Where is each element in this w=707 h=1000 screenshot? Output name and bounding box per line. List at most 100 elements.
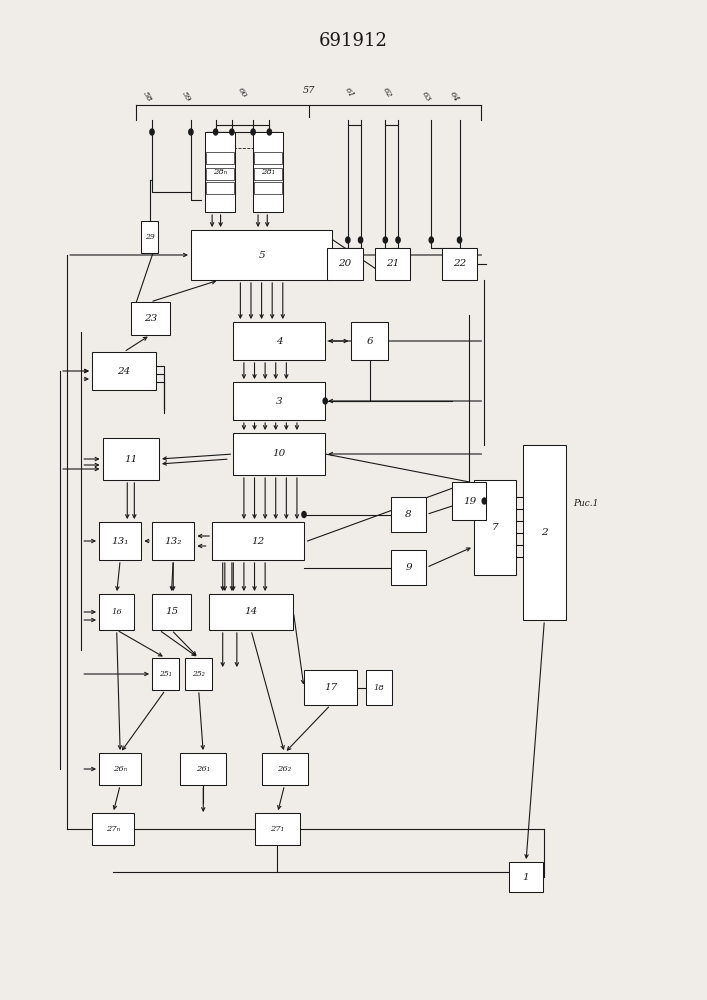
Text: 57: 57: [303, 86, 315, 95]
Text: 63: 63: [420, 90, 433, 103]
Circle shape: [457, 237, 462, 243]
Text: 26₁: 26₁: [197, 765, 210, 773]
Text: 10: 10: [273, 450, 286, 458]
Text: 25₂: 25₂: [192, 670, 205, 678]
Bar: [209, 594, 293, 630]
Circle shape: [267, 129, 271, 135]
Text: 26₂: 26₂: [278, 765, 291, 773]
Text: 28₁: 28₁: [261, 168, 275, 176]
Bar: [206, 152, 234, 164]
Circle shape: [251, 129, 255, 135]
Bar: [233, 382, 325, 420]
Text: 62: 62: [381, 86, 394, 99]
Text: 16: 16: [111, 608, 122, 616]
Text: 3: 3: [276, 396, 283, 406]
Bar: [233, 322, 325, 360]
Bar: [141, 221, 158, 253]
Text: 8: 8: [405, 510, 412, 519]
Text: 9: 9: [405, 563, 412, 572]
Text: 29: 29: [145, 233, 155, 241]
Circle shape: [358, 237, 363, 243]
Text: 17: 17: [324, 683, 337, 692]
Bar: [152, 658, 179, 690]
Bar: [205, 132, 235, 212]
Bar: [523, 445, 566, 620]
Bar: [366, 670, 392, 705]
Bar: [103, 438, 159, 480]
Bar: [452, 482, 486, 520]
Bar: [212, 522, 304, 560]
Bar: [253, 132, 283, 212]
Text: 19: 19: [463, 496, 476, 506]
Bar: [99, 753, 141, 785]
Text: 6: 6: [366, 336, 373, 346]
Text: 24: 24: [117, 366, 130, 375]
Circle shape: [482, 498, 486, 504]
Bar: [509, 862, 543, 892]
Text: 5: 5: [258, 250, 265, 259]
Bar: [152, 522, 194, 560]
Bar: [191, 230, 332, 280]
Bar: [206, 182, 234, 194]
Text: 27₁: 27₁: [271, 825, 284, 833]
Bar: [180, 753, 226, 785]
Text: 12: 12: [252, 536, 264, 546]
Bar: [254, 182, 282, 194]
Bar: [99, 522, 141, 560]
Text: 4: 4: [276, 336, 283, 346]
Bar: [255, 813, 300, 845]
Bar: [375, 248, 410, 280]
Circle shape: [214, 129, 218, 135]
Text: 2: 2: [541, 528, 548, 537]
Circle shape: [230, 129, 234, 135]
Circle shape: [323, 398, 327, 404]
Text: 13₂: 13₂: [165, 536, 182, 546]
Bar: [206, 168, 234, 180]
Text: 64: 64: [448, 90, 461, 103]
Text: 27ₙ: 27ₙ: [106, 825, 120, 833]
Bar: [131, 302, 170, 335]
Bar: [304, 670, 357, 705]
Bar: [262, 753, 308, 785]
Circle shape: [346, 237, 350, 243]
Text: 20: 20: [339, 259, 351, 268]
Text: 7: 7: [491, 523, 498, 532]
Text: Рис.1: Рис.1: [573, 498, 598, 508]
Circle shape: [383, 237, 387, 243]
Circle shape: [429, 237, 433, 243]
Circle shape: [396, 237, 400, 243]
Bar: [442, 248, 477, 280]
Text: 26ₙ: 26ₙ: [113, 765, 127, 773]
Bar: [391, 497, 426, 532]
Bar: [254, 168, 282, 180]
Text: 59: 59: [180, 90, 192, 103]
Bar: [233, 433, 325, 475]
Text: 23: 23: [144, 314, 157, 323]
Bar: [254, 152, 282, 164]
Text: 25₁: 25₁: [159, 670, 172, 678]
Text: 691912: 691912: [319, 32, 388, 50]
Circle shape: [302, 511, 306, 518]
Bar: [99, 594, 134, 630]
Text: 1: 1: [522, 872, 530, 882]
Text: 11: 11: [124, 454, 137, 464]
Bar: [474, 480, 516, 575]
Bar: [327, 248, 363, 280]
Bar: [351, 322, 388, 360]
Text: 21: 21: [386, 259, 399, 268]
Circle shape: [150, 129, 154, 135]
Bar: [391, 550, 426, 585]
Text: 60: 60: [236, 86, 249, 99]
Circle shape: [189, 129, 193, 135]
Bar: [185, 658, 212, 690]
Bar: [152, 594, 191, 630]
Bar: [92, 352, 156, 390]
Text: 15: 15: [165, 607, 178, 616]
Text: 58: 58: [141, 90, 153, 103]
Text: 18: 18: [373, 684, 385, 692]
Text: 28ₙ: 28ₙ: [213, 168, 227, 176]
Text: 22: 22: [453, 259, 466, 268]
Text: 61: 61: [343, 86, 356, 99]
Bar: [92, 813, 134, 845]
Text: 13₁: 13₁: [112, 536, 129, 546]
